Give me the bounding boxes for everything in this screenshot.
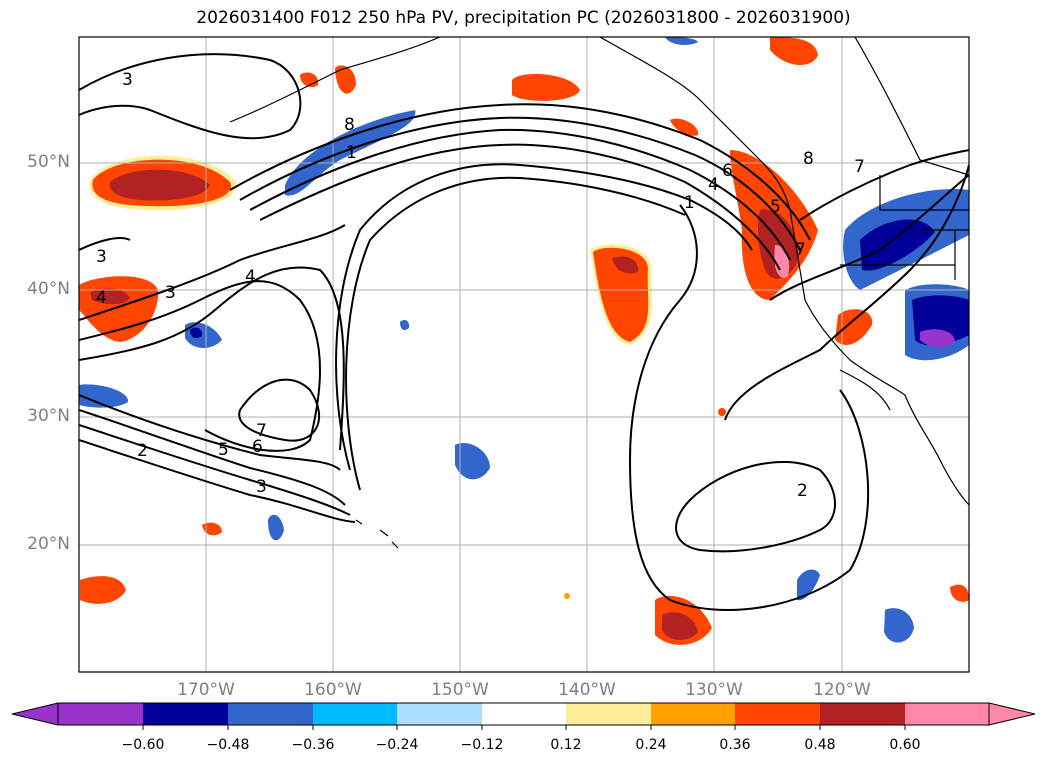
colorbar-tick-label: −0.24 xyxy=(375,737,419,753)
colorbar xyxy=(11,702,1036,730)
lon-label-120w: 120°W xyxy=(813,680,871,700)
colorbar-tick-label: 0.36 xyxy=(719,737,751,753)
colorbar-tick-label: −0.48 xyxy=(206,737,250,753)
colorbar-bin-3 xyxy=(228,703,313,725)
contour-label: 8 xyxy=(344,115,355,135)
colorbar-tick-label: −0.12 xyxy=(460,737,504,753)
pv-contours xyxy=(79,53,969,611)
map-border xyxy=(78,36,970,673)
lat-label-40n: 40°N xyxy=(27,279,70,299)
contour-label: 5 xyxy=(218,440,229,460)
colorbar-bin-8 xyxy=(651,703,735,725)
colorbar-tick-label: 0.60 xyxy=(889,737,921,753)
colorbar-max-extend xyxy=(988,702,1036,726)
contour-label: 1 xyxy=(346,143,357,163)
contour-label: 1 xyxy=(684,193,695,213)
colorbar-tick-label: 0.12 xyxy=(550,737,582,753)
contour-label: 4 xyxy=(708,175,719,195)
lat-label-30n: 30°N xyxy=(27,406,70,426)
map-plot-area xyxy=(79,37,969,672)
contour-label: 2 xyxy=(797,481,808,501)
colorbar-bin-1 xyxy=(58,703,143,725)
contour-label: 7 xyxy=(795,240,806,260)
lon-label-160w: 160°W xyxy=(304,680,362,700)
colorbar-tick-label: −0.36 xyxy=(291,737,335,753)
contour-label: 7 xyxy=(854,157,865,177)
lat-label-50n: 50°N xyxy=(27,152,70,172)
colorbar-bin-9 xyxy=(735,703,820,725)
contour-label: 3 xyxy=(165,283,176,303)
colorbar-bin-11 xyxy=(905,703,989,725)
colorbar-bin-7 xyxy=(566,703,651,725)
lon-label-170w: 170°W xyxy=(177,680,235,700)
colorbar-tick-label: −0.60 xyxy=(121,737,165,753)
colorbar-tick-label: 0.48 xyxy=(804,737,836,753)
map-title: 2026031400 F012 250 hPa PV, precipitatio… xyxy=(196,8,851,28)
precip-positive-regions xyxy=(79,37,969,645)
contour-label: 2 xyxy=(137,441,148,461)
colorbar-outline xyxy=(57,702,990,726)
contour-label: 4 xyxy=(245,267,256,287)
map-gridlines xyxy=(79,37,969,672)
contour-label: 3 xyxy=(122,70,133,90)
colorbar-bin-10 xyxy=(820,703,905,725)
lon-label-140w: 140°W xyxy=(558,680,616,700)
contour-label: 7 xyxy=(256,421,267,441)
contour-label: 3 xyxy=(96,247,107,267)
contour-label: 6 xyxy=(252,437,263,457)
coastlines xyxy=(229,37,969,549)
colorbar-bin-5 xyxy=(397,703,482,725)
colorbar-min-extend xyxy=(11,702,59,726)
lon-label-150w: 150°W xyxy=(431,680,489,700)
contour-labels: 3 8 1 3 4 3 4 7 5 6 3 2 1 4 6 5 8 7 2 7 xyxy=(96,70,865,501)
contour-label: 6 xyxy=(722,161,733,181)
contour-label: 5 xyxy=(770,197,781,217)
lat-label-20n: 20°N xyxy=(27,534,70,554)
contour-label: 4 xyxy=(96,288,107,308)
colorbar-bin-6 xyxy=(482,703,566,725)
lon-label-130w: 130°W xyxy=(685,680,743,700)
contour-label: 8 xyxy=(803,149,814,169)
contour-label: 3 xyxy=(256,477,267,497)
colorbar-bin-4 xyxy=(313,703,397,725)
colorbar-tick-label: 0.24 xyxy=(635,737,667,753)
colorbar-bin-2 xyxy=(143,703,228,725)
